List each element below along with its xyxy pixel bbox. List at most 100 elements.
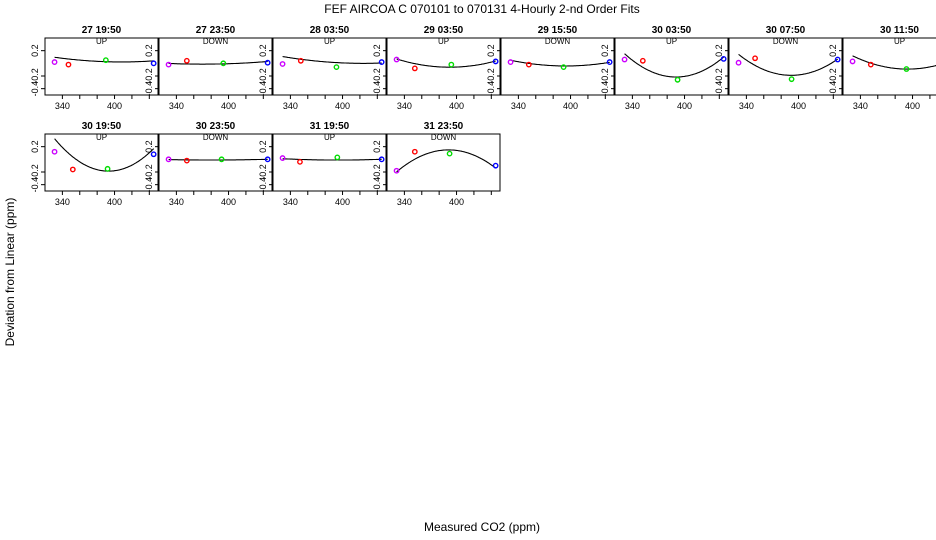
y-tick-label: -0.2 xyxy=(30,68,40,84)
panel-time-label: 31 19:50 xyxy=(310,121,350,132)
data-point xyxy=(560,64,567,71)
data-point xyxy=(378,156,385,163)
y-tick-label: -0.2 xyxy=(144,68,154,84)
x-tick-label: 340 xyxy=(55,101,70,111)
x-tick-label: 340 xyxy=(397,197,412,207)
data-point xyxy=(788,76,795,83)
data-point xyxy=(393,167,400,174)
data-point xyxy=(65,61,72,68)
fit-curve xyxy=(738,53,839,76)
x-tick-label: 340 xyxy=(511,101,526,111)
panel-direction-label: UP xyxy=(438,37,449,46)
x-tick-label: 400 xyxy=(221,197,236,207)
panel-direction-label: DOWN xyxy=(545,37,571,46)
y-tick-label: -0.2 xyxy=(828,68,838,84)
data-point xyxy=(220,60,227,67)
y-tick-label: -0.4 xyxy=(600,81,610,97)
fit-curve xyxy=(396,149,497,173)
data-point xyxy=(279,61,286,67)
data-point xyxy=(69,166,76,173)
data-point xyxy=(183,57,190,64)
panel-direction-label: UP xyxy=(96,133,107,142)
x-tick-label: 400 xyxy=(107,101,122,111)
panel-time-label: 30 19:50 xyxy=(82,121,122,132)
y-tick-label: -0.2 xyxy=(30,164,40,180)
x-tick-label: 340 xyxy=(169,197,184,207)
panel-direction-label: DOWN xyxy=(773,37,799,46)
y-tick-label: -0.4 xyxy=(30,177,40,193)
panel-direction-label: UP xyxy=(96,37,107,46)
data-point xyxy=(297,158,303,165)
panel-frame xyxy=(728,37,843,96)
panel-direction-label: UP xyxy=(324,133,335,142)
data-point xyxy=(165,61,172,68)
fit-curve xyxy=(54,138,155,172)
data-point xyxy=(297,57,304,64)
panel-frame xyxy=(386,133,501,192)
panel-frame xyxy=(158,37,273,96)
x-tick-label: 340 xyxy=(283,197,298,207)
y-axis-label: Deviation from Linear (ppm) xyxy=(3,198,17,347)
x-tick-label: 400 xyxy=(221,101,236,111)
y-tick-label: 0.2 xyxy=(372,140,382,153)
y-tick-label: 0.2 xyxy=(372,44,382,57)
data-point xyxy=(720,56,727,62)
x-tick-label: 340 xyxy=(169,101,184,111)
panel-time-label: 31 23:50 xyxy=(424,121,464,132)
panel-time-label: 27 23:50 xyxy=(196,25,236,36)
data-point xyxy=(411,65,418,72)
fit-curve xyxy=(168,158,268,161)
y-tick-label: 0.2 xyxy=(144,44,154,57)
data-point xyxy=(525,61,532,68)
y-tick-label: -0.2 xyxy=(486,68,496,84)
panel-direction-label: DOWN xyxy=(203,37,229,46)
y-tick-label: -0.2 xyxy=(144,164,154,180)
x-tick-label: 400 xyxy=(791,101,806,111)
y-tick-label: 0.2 xyxy=(828,44,838,57)
fit-curve xyxy=(396,58,496,68)
panel-frame xyxy=(44,133,159,192)
panel-time-label: 30 03:50 xyxy=(652,25,692,36)
fit-curve xyxy=(168,60,268,65)
panel-time-label: 27 19:50 xyxy=(82,25,122,36)
y-tick-label: -0.2 xyxy=(600,68,610,84)
data-point xyxy=(411,148,418,155)
panel-frame xyxy=(386,37,501,96)
y-tick-label: 0.2 xyxy=(30,140,40,153)
data-point xyxy=(492,162,499,169)
x-tick-label: 400 xyxy=(563,101,578,111)
y-tick-label: -0.4 xyxy=(828,81,838,97)
y-tick-label: 0.2 xyxy=(144,140,154,153)
fit-curve xyxy=(282,158,382,161)
x-tick-label: 400 xyxy=(677,101,692,111)
panel-frame xyxy=(44,37,159,96)
y-tick-label: -0.4 xyxy=(144,81,154,97)
x-tick-label: 400 xyxy=(335,197,350,207)
data-point xyxy=(165,156,172,163)
panel-frame xyxy=(842,37,936,96)
data-point xyxy=(674,76,681,83)
y-tick-label: -0.4 xyxy=(258,177,268,193)
x-tick-label: 400 xyxy=(905,101,920,111)
x-tick-label: 340 xyxy=(55,197,70,207)
data-point xyxy=(333,64,340,71)
data-point xyxy=(334,154,341,161)
panel-frame xyxy=(500,37,615,96)
data-point xyxy=(752,55,758,62)
y-tick-label: 0.2 xyxy=(600,44,610,57)
x-tick-label: 340 xyxy=(397,101,412,111)
data-point xyxy=(264,156,271,163)
data-point xyxy=(849,58,856,65)
data-point xyxy=(735,59,742,66)
panel-time-label: 30 11:50 xyxy=(880,25,919,36)
data-point xyxy=(183,157,190,164)
